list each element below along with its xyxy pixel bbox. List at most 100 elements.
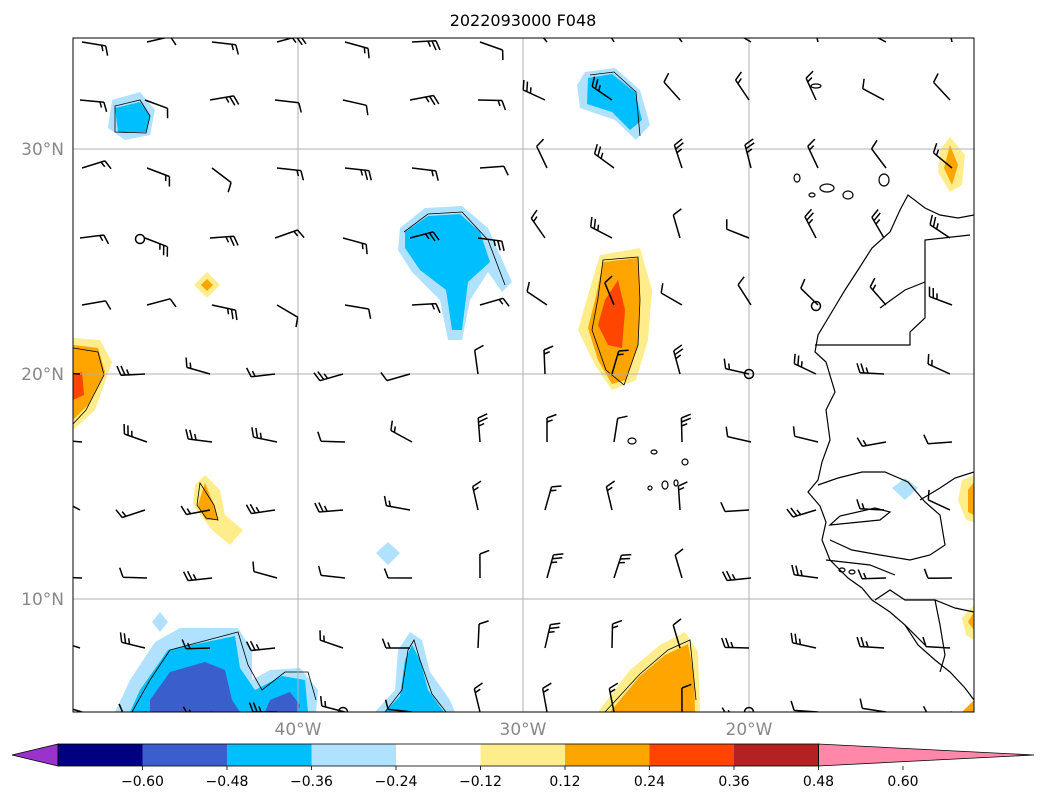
wind-barb xyxy=(180,505,211,516)
wind-barb xyxy=(79,99,108,113)
wind-barb xyxy=(317,431,346,443)
lat-label-10n: 10°N xyxy=(21,590,64,610)
contour-lines xyxy=(73,71,697,712)
wind-barb xyxy=(720,501,750,513)
wind-barb xyxy=(182,706,212,712)
wind-barb xyxy=(856,363,885,375)
wind-barb xyxy=(673,138,684,169)
colorbar-arrow-high xyxy=(818,743,1035,767)
wind-barb xyxy=(605,480,616,511)
wind-barb xyxy=(870,139,887,169)
wind-barb xyxy=(344,304,372,319)
wind-barb xyxy=(274,99,303,113)
wind-barb xyxy=(522,79,546,101)
wind-barb xyxy=(479,297,510,307)
wind-barb xyxy=(185,429,213,443)
wind-barb xyxy=(245,503,276,515)
wind-barb xyxy=(923,434,953,445)
wind-barb xyxy=(611,349,629,375)
wind-barb xyxy=(876,38,887,43)
wind-barb xyxy=(857,569,887,580)
wind-barb xyxy=(805,70,817,101)
colorbar-tick-label: 0.36 xyxy=(718,774,749,790)
wind-barb xyxy=(613,415,628,443)
wind-barb xyxy=(73,708,83,712)
wind-barb xyxy=(146,167,171,187)
wind-barb xyxy=(473,682,483,712)
wind-barb xyxy=(681,683,692,712)
wind-barb xyxy=(862,78,885,101)
wind-barb xyxy=(725,219,750,239)
wind-barb xyxy=(611,619,623,649)
colorbar-tick-label: −0.12 xyxy=(459,774,502,790)
wind-barb xyxy=(672,208,682,239)
wind-barb xyxy=(677,481,688,511)
wind-barb xyxy=(344,167,373,181)
wind-barb xyxy=(544,485,562,511)
colorbar-segment xyxy=(565,744,650,766)
colorbar-segment xyxy=(649,744,735,766)
wind-barb xyxy=(381,638,410,649)
wind-barb xyxy=(546,553,564,579)
colorbar-tick-label: 0.12 xyxy=(549,774,580,790)
colorbar-segment xyxy=(311,744,397,766)
wind-barb xyxy=(544,622,561,649)
wind-barb xyxy=(720,637,750,649)
wind-barb xyxy=(146,38,177,46)
wind-barb xyxy=(245,640,276,652)
colorbar-segment xyxy=(227,744,312,766)
wind-barb xyxy=(276,167,305,181)
wind-barb xyxy=(721,570,752,582)
wind-barb xyxy=(144,99,169,119)
wind-barb xyxy=(591,76,613,101)
wind-barb xyxy=(79,234,110,245)
wind-barb xyxy=(477,99,507,111)
wind-barb xyxy=(725,426,752,443)
colorbar-segment xyxy=(396,744,481,766)
colorbar-tick-label: 0.24 xyxy=(634,774,665,790)
wind-barb xyxy=(342,99,369,116)
wind-barb xyxy=(383,495,411,511)
wind-barb xyxy=(859,698,887,712)
wind-barb xyxy=(344,41,370,59)
wind-barb xyxy=(923,568,953,579)
wind-barb xyxy=(608,682,619,712)
wind-barb xyxy=(807,138,819,169)
colorbar-frame xyxy=(57,743,819,767)
wind-barb xyxy=(81,160,112,170)
wind-barb xyxy=(856,437,887,447)
wind-barb xyxy=(744,138,755,169)
wind-barb xyxy=(546,413,557,442)
wind-barb xyxy=(663,72,681,101)
wind-barb xyxy=(115,509,146,519)
wind-barb xyxy=(211,304,238,321)
wind-barb xyxy=(791,564,819,579)
colorbar-arrow-low xyxy=(11,743,59,767)
colorbar: −0.60 −0.48 −0.36 −0.24 −0.12 0.12 0.24 0.36 0.4… xyxy=(11,743,1035,790)
calm-wind-circle xyxy=(743,706,755,712)
wind-barb xyxy=(73,576,83,579)
wind-barb xyxy=(411,40,441,51)
wind-barb xyxy=(536,138,548,169)
wind-barb xyxy=(869,277,887,306)
wind-barb xyxy=(276,38,307,46)
wind-barb xyxy=(929,214,951,239)
lon-label-40w: 40°W xyxy=(275,720,322,740)
wind-barb xyxy=(81,41,109,56)
plot-area xyxy=(73,38,974,712)
wind-barb xyxy=(610,38,615,43)
wind-barb xyxy=(119,632,146,649)
wind-barb xyxy=(409,231,440,242)
wind-barb xyxy=(680,413,692,443)
colorbar-segment xyxy=(734,744,819,766)
lon-label-20w: 20°W xyxy=(726,720,773,740)
colorbar-tick-label: −0.48 xyxy=(206,774,249,790)
wind-barb xyxy=(317,565,346,579)
colorbar-tick-label: 0.48 xyxy=(803,774,834,790)
calm-wind-circle xyxy=(337,706,349,712)
lat-label-30n: 30°N xyxy=(21,140,64,160)
calm-wind-circle xyxy=(810,300,822,312)
calm-wind-circle xyxy=(743,368,755,380)
colorbar-tick-label: −0.24 xyxy=(375,774,418,790)
